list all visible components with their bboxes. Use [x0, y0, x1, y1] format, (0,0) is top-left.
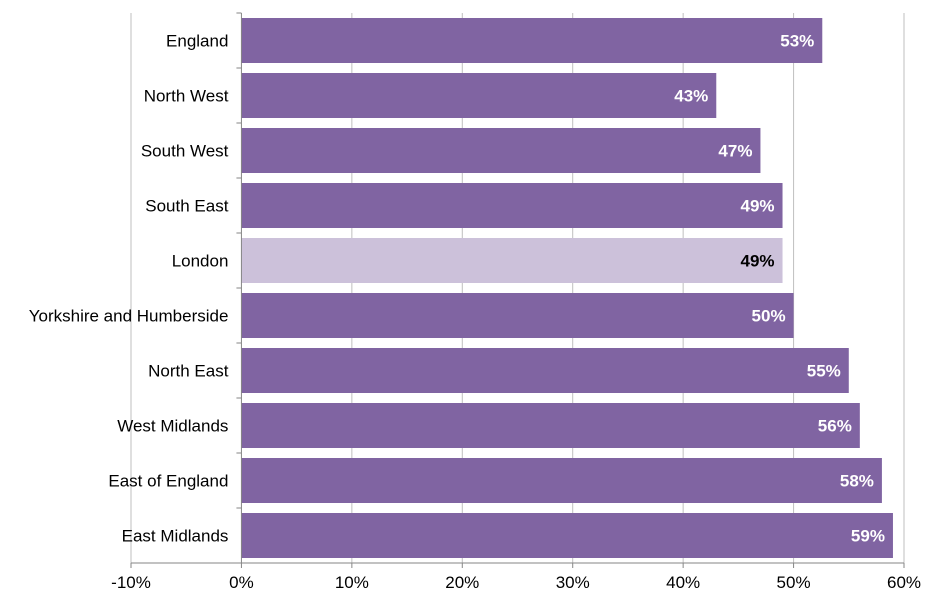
bar-yorkshire-and-humberside — [241, 293, 794, 338]
x-tick-label: 30% — [556, 573, 590, 592]
labels: -10% 0% 10% 20% 30% 40% 50% 60% England 53% North … — [29, 32, 921, 593]
x-tick-label: 60% — [887, 573, 921, 592]
data-label: 47% — [718, 142, 752, 161]
data-label: 59% — [851, 527, 885, 546]
bar-london — [241, 238, 783, 283]
data-label: 49% — [740, 252, 774, 271]
category-label: South East — [145, 197, 228, 216]
x-tick-label: 10% — [335, 573, 369, 592]
bar-west-midlands — [241, 403, 860, 448]
bar-east-of-england — [241, 458, 882, 503]
data-label: 49% — [740, 197, 774, 216]
category-label: North East — [148, 362, 229, 381]
bar-east-midlands — [241, 513, 893, 558]
bar-south-west — [241, 128, 761, 173]
bar-england — [241, 18, 823, 63]
bar-north-west — [241, 73, 717, 118]
data-label: 43% — [674, 87, 708, 106]
data-label: 53% — [780, 32, 814, 51]
category-label: South West — [141, 142, 229, 161]
x-tick-label: 0% — [229, 573, 254, 592]
bar-south-east — [241, 183, 783, 228]
data-label: 58% — [840, 472, 874, 491]
x-tick-label: 50% — [777, 573, 811, 592]
x-tick-label: 20% — [445, 573, 479, 592]
data-label: 55% — [807, 362, 841, 381]
bar-north-east — [241, 348, 849, 393]
category-label: East Midlands — [122, 527, 229, 546]
category-label: England — [166, 32, 228, 51]
category-label: East of England — [108, 472, 228, 491]
category-label: Yorkshire and Humberside — [29, 307, 229, 326]
bars — [241, 18, 893, 558]
data-label: 50% — [752, 307, 786, 326]
category-label: London — [172, 252, 229, 271]
category-label: North West — [144, 87, 229, 106]
x-tick-label: 40% — [666, 573, 700, 592]
x-tick-label: -10% — [111, 573, 151, 592]
data-label: 56% — [818, 417, 852, 436]
category-label: West Midlands — [117, 417, 228, 436]
axes — [130, 12, 905, 568]
